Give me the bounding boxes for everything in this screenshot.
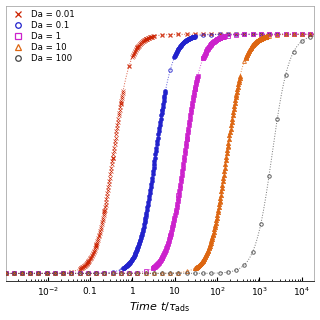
X-axis label: Time $t/\tau_{\rm ads}$: Time $t/\tau_{\rm ads}$ xyxy=(129,301,191,315)
Legend: Da = 0.01, Da = 0.1, Da = 1, Da = 10, Da = 100: Da = 0.01, Da = 0.1, Da = 1, Da = 10, Da… xyxy=(8,8,77,65)
